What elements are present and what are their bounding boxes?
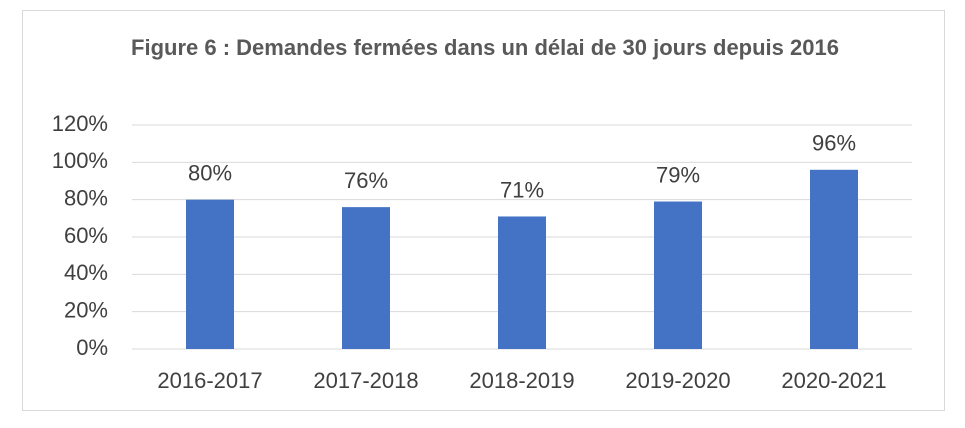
data-label: 96% [812, 131, 856, 156]
bar [810, 169, 858, 349]
y-tick-label: 20% [64, 297, 108, 322]
chart-title: Figure 6 : Demandes fermées dans un déla… [131, 35, 839, 60]
x-tick-label: 2020-2021 [781, 368, 886, 393]
bar [654, 201, 702, 349]
y-tick-label: 40% [64, 260, 108, 285]
x-tick-label: 2016-2017 [157, 368, 262, 393]
bar [498, 216, 546, 349]
data-label: 71% [500, 177, 544, 202]
bar [342, 207, 390, 349]
x-tick-label: 2018-2019 [469, 368, 574, 393]
y-tick-label: 60% [64, 223, 108, 248]
y-tick-label: 0% [76, 335, 108, 360]
bar [186, 199, 234, 349]
data-label: 76% [344, 168, 388, 193]
x-tick-label: 2019-2020 [625, 368, 730, 393]
y-tick-label: 80% [64, 185, 108, 210]
chart-border [22, 10, 945, 411]
y-tick-label: 100% [52, 148, 108, 173]
data-label: 79% [656, 162, 700, 187]
data-label: 80% [188, 160, 232, 185]
x-tick-label: 2017-2018 [313, 368, 418, 393]
y-tick-label: 120% [52, 111, 108, 136]
